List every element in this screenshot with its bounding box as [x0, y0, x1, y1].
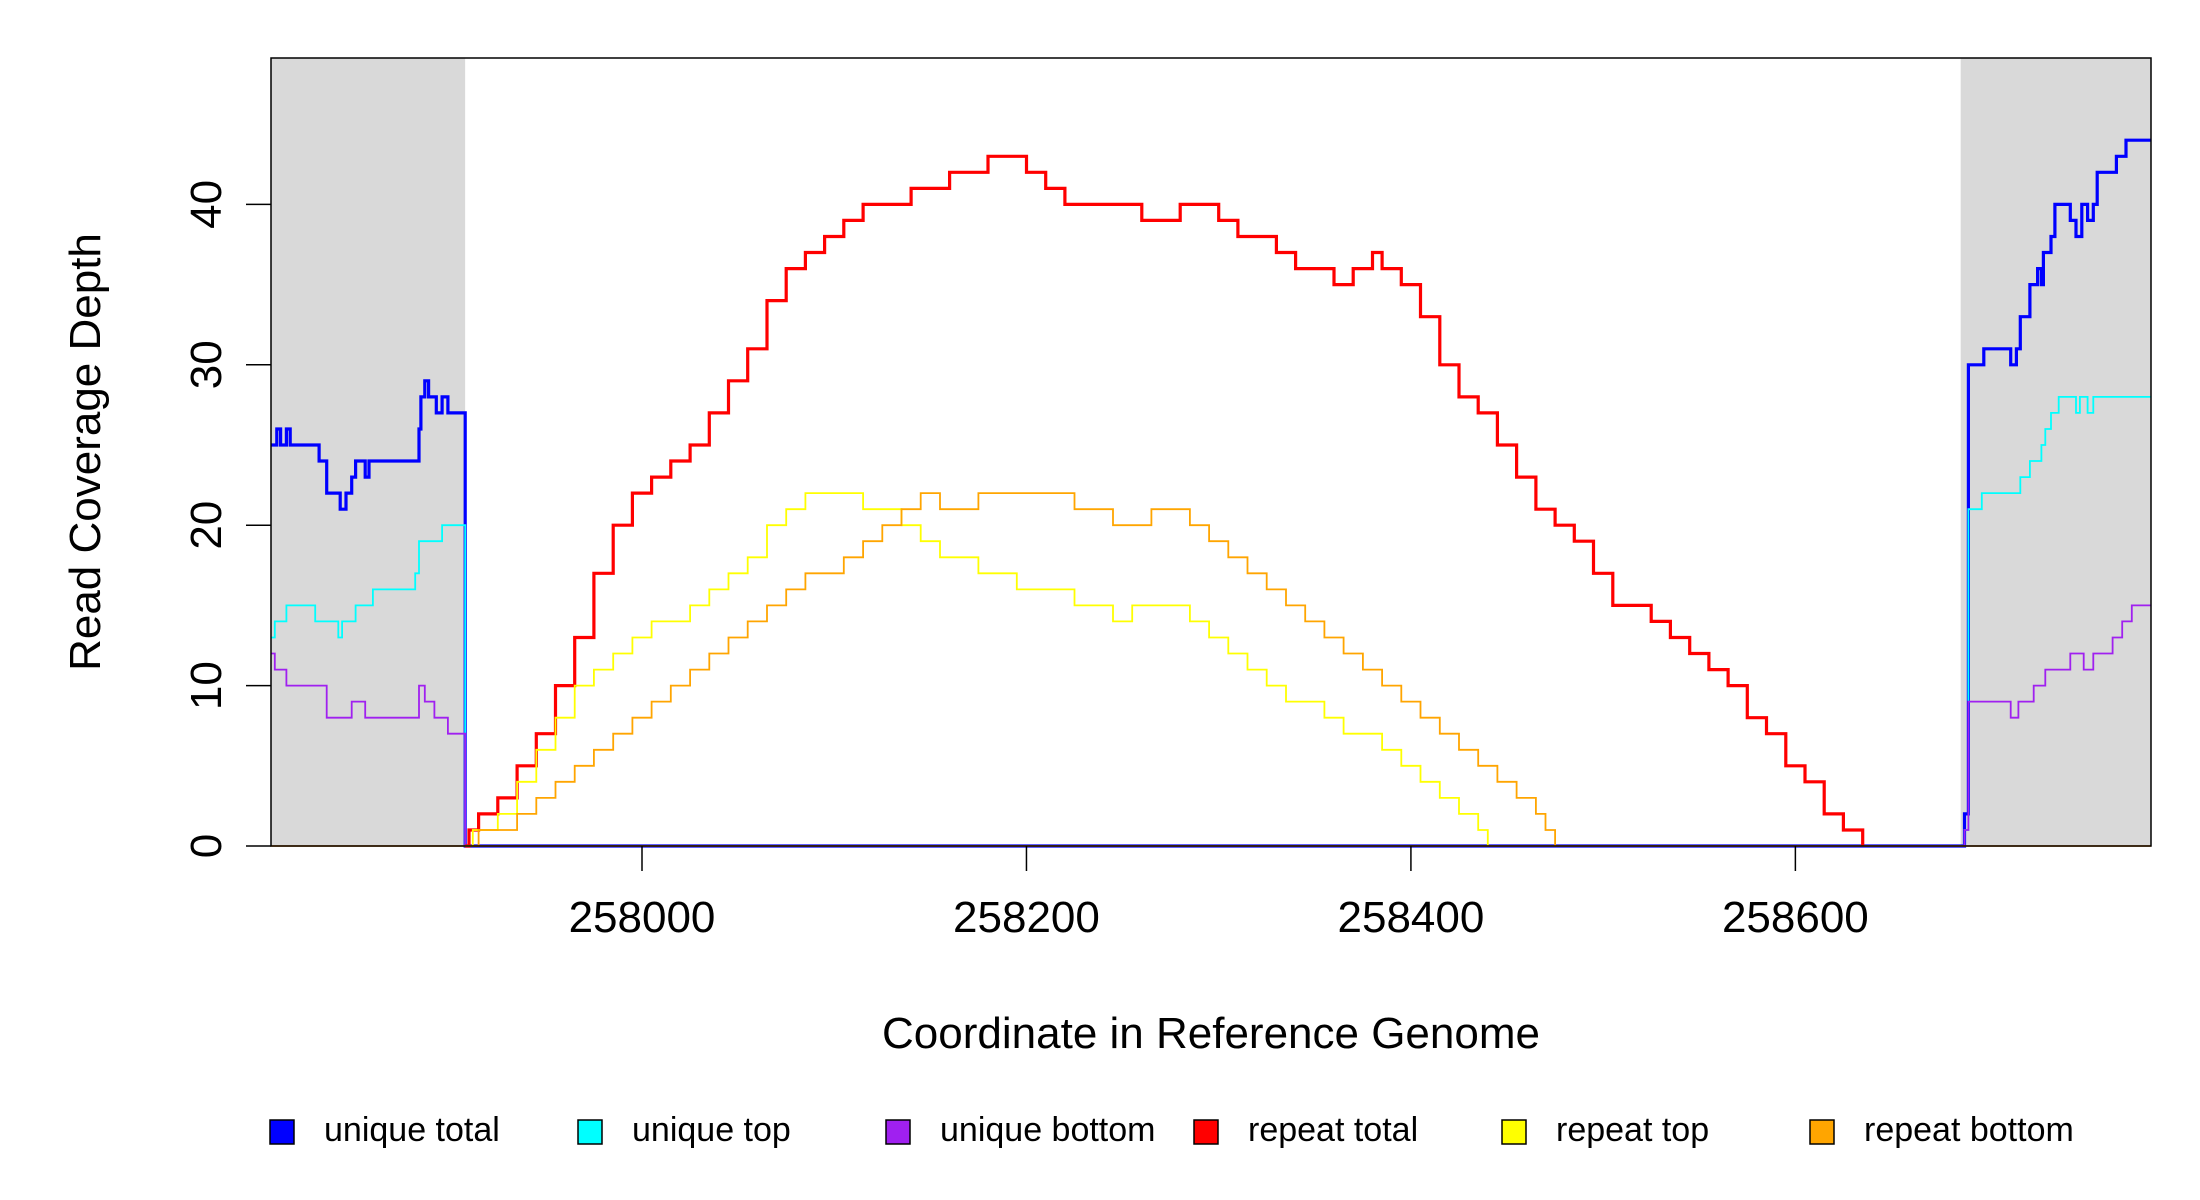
- x-tick-label: 258200: [953, 893, 1100, 942]
- legend-swatch-unique-bottom: [885, 1119, 911, 1145]
- y-tick-label: 10: [182, 661, 231, 710]
- y-tick-label: 30: [182, 340, 231, 389]
- shaded-regions: [271, 58, 2151, 846]
- legend-swatch-unique-top: [577, 1119, 603, 1145]
- legend-label-repeat-top: repeat top: [1556, 1111, 1709, 1149]
- y-axis: 0 10 20 30 40: [182, 180, 271, 858]
- x-tick-label: 258600: [1722, 893, 1869, 942]
- legend-label-unique-top: unique top: [632, 1111, 791, 1149]
- y-tick-label: 20: [182, 501, 231, 550]
- series-line-unique-bottom: [271, 604, 2151, 847]
- y-tick-label: 0: [182, 834, 231, 858]
- legend-swatch-repeat-top: [1501, 1119, 1527, 1145]
- shaded-region-1: [271, 58, 466, 846]
- plot-frame: [270, 57, 2152, 847]
- x-tick-label: 258400: [1338, 893, 1485, 942]
- legend-swatch-unique-total: [269, 1119, 295, 1145]
- legend-label-unique-bottom: unique bottom: [940, 1111, 1156, 1149]
- legend-label-repeat-total: repeat total: [1248, 1111, 1418, 1149]
- x-axis: 258000 258200 258400 258600: [569, 846, 1869, 942]
- legend-swatch-repeat-total: [1193, 1119, 1219, 1145]
- x-axis-title: Coordinate in Reference Genome: [882, 1009, 1540, 1058]
- shaded-region-2: [1960, 58, 2151, 846]
- legend: unique total unique top unique bottom repea…: [269, 1111, 2074, 1149]
- series-line-repeat-bottom: [465, 492, 1556, 847]
- series-line-repeat-total: [465, 154, 1865, 848]
- series-lines: [271, 138, 2151, 848]
- legend-label-repeat-bottom: repeat bottom: [1864, 1111, 2074, 1149]
- y-axis-title: Read Coverage Depth: [61, 233, 110, 671]
- series-line-repeat-top: [465, 492, 1489, 847]
- y-tick-label: 40: [182, 180, 231, 229]
- series-line-unique-total: [271, 138, 2151, 848]
- series-line-unique-top: [271, 396, 2151, 847]
- legend-swatch-repeat-bottom: [1809, 1119, 1835, 1145]
- x-tick-label: 258000: [569, 893, 716, 942]
- legend-label-unique-total: unique total: [324, 1111, 500, 1149]
